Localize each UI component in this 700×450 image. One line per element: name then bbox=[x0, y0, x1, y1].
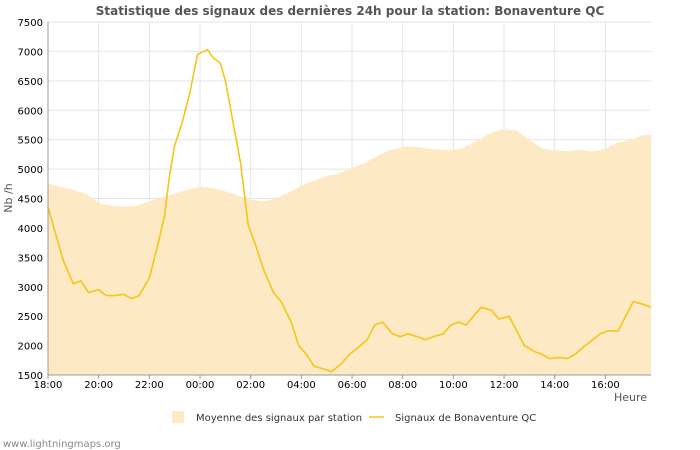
y-tick-label: 7000 bbox=[18, 47, 43, 58]
y-tick-label: 4500 bbox=[18, 195, 43, 206]
average-area-layer bbox=[48, 129, 651, 375]
x-tick-label: 02:00 bbox=[236, 380, 265, 391]
x-tick-label: 16:00 bbox=[591, 380, 620, 391]
y-tick-label: 3500 bbox=[18, 253, 43, 264]
legend-label-station: Signaux de Bonaventure QC bbox=[395, 413, 536, 424]
chart-title: Statistique des signaux des dernières 24… bbox=[96, 4, 605, 18]
average-area bbox=[48, 129, 651, 375]
legend-label-average: Moyenne des signaux par station bbox=[196, 413, 362, 424]
x-tick-labels: 18:00 20:00 22:00 00:00 02:00 04:00 06:00 08:00… bbox=[34, 380, 620, 391]
y-tick-label: 3000 bbox=[18, 283, 43, 294]
x-tick-label: 22:00 bbox=[135, 380, 164, 391]
x-tick-label: 20:00 bbox=[84, 380, 113, 391]
x-tick-label: 12:00 bbox=[490, 380, 519, 391]
x-tick-label: 14:00 bbox=[540, 380, 569, 391]
y-tick-labels: 1500 2000 2500 3000 3500 4000 4500 5000 5500 6000… bbox=[18, 18, 43, 382]
x-tick-label: 08:00 bbox=[388, 380, 417, 391]
x-tick-label: 00:00 bbox=[186, 380, 215, 391]
station-line bbox=[47, 48, 652, 373]
x-tick-label: 04:00 bbox=[287, 380, 316, 391]
y-tick-label: 6000 bbox=[18, 106, 43, 117]
x-axis-label: Heure bbox=[614, 391, 647, 404]
y-tick-label: 7500 bbox=[18, 18, 43, 29]
axes bbox=[47, 22, 651, 379]
x-tick-label: 18:00 bbox=[34, 380, 63, 391]
y-axis-label: Nb /h bbox=[2, 183, 15, 212]
y-tick-label: 5000 bbox=[18, 165, 43, 176]
y-tick-label: 6500 bbox=[18, 77, 43, 88]
y-tick-label: 4000 bbox=[18, 224, 43, 235]
legend: Moyenne des signaux par station Signaux … bbox=[172, 411, 536, 424]
x-tick-label: 10:00 bbox=[439, 380, 468, 391]
y-tick-label: 1500 bbox=[18, 371, 43, 382]
y-tick-label: 2500 bbox=[18, 312, 43, 323]
legend-swatch-average bbox=[172, 411, 184, 423]
y-tick-label: 2000 bbox=[18, 342, 43, 353]
station-line-layer bbox=[47, 48, 652, 373]
x-tick-label: 06:00 bbox=[338, 380, 367, 391]
y-tick-label: 5500 bbox=[18, 136, 43, 147]
source-credit: www.lightningmaps.org bbox=[3, 439, 121, 450]
